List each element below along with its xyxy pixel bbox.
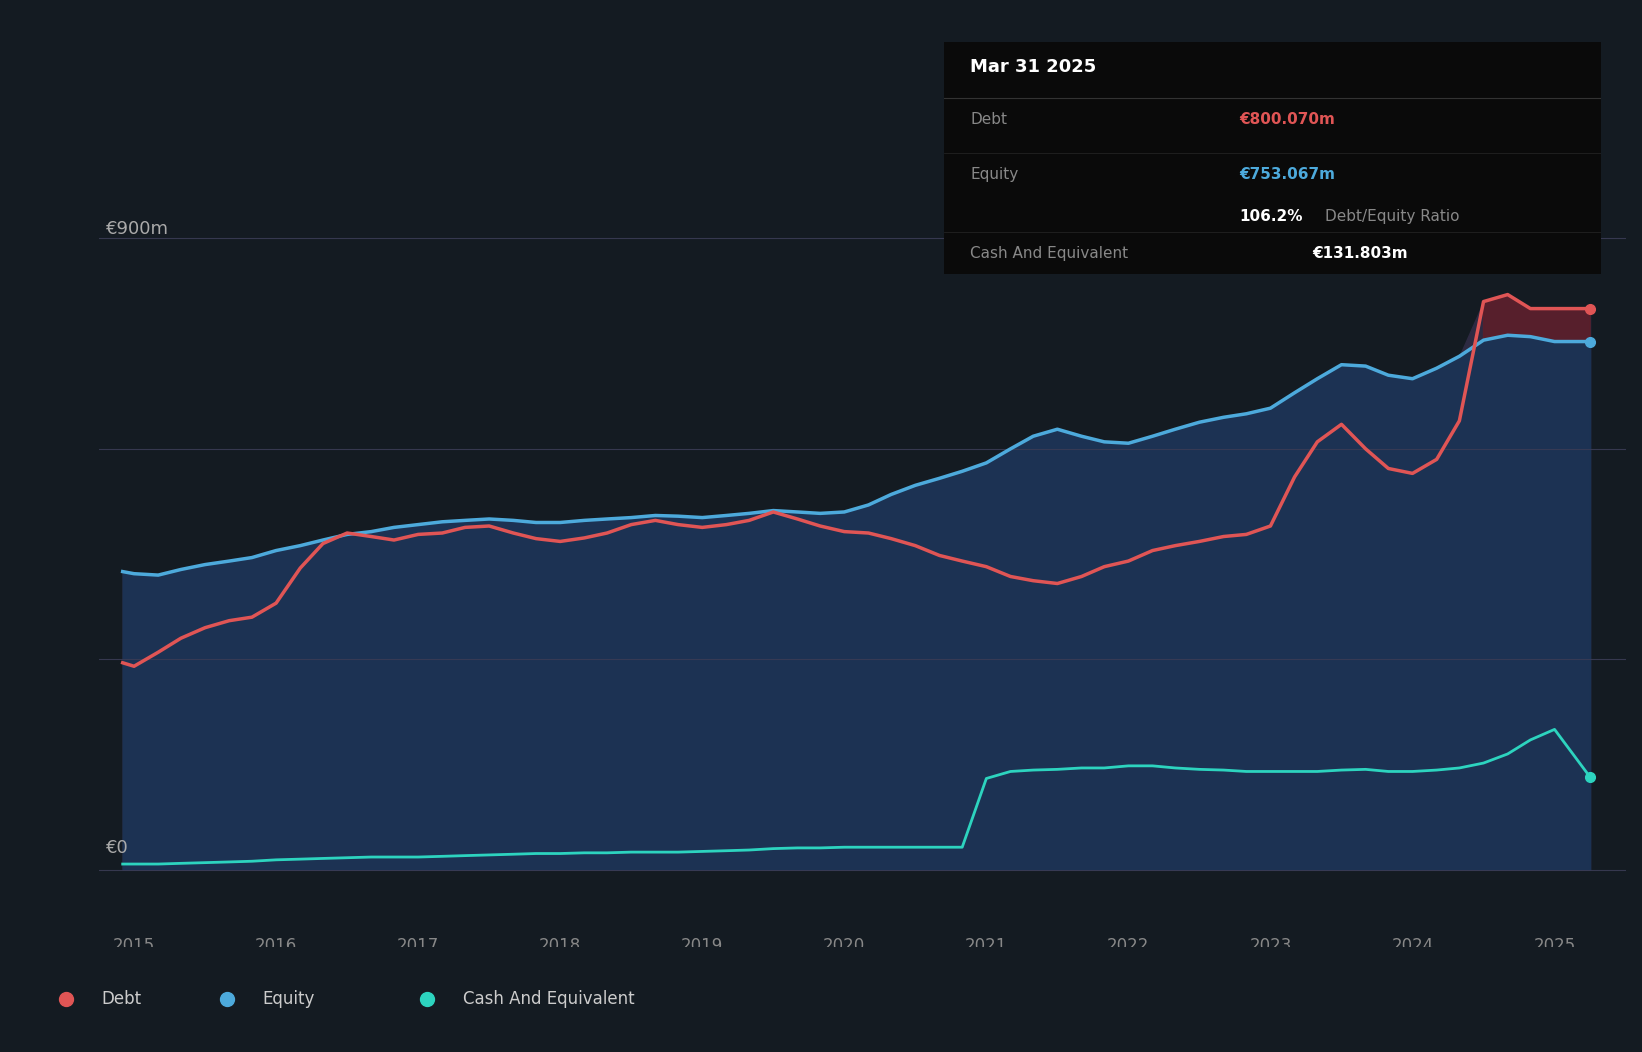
Text: 106.2%: 106.2%: [1240, 208, 1304, 224]
Text: Cash And Equivalent: Cash And Equivalent: [463, 990, 635, 1009]
Text: Equity: Equity: [263, 990, 315, 1009]
Text: Cash And Equivalent: Cash And Equivalent: [970, 246, 1128, 261]
Text: Debt: Debt: [970, 112, 1008, 126]
Text: €900m: €900m: [105, 221, 169, 239]
Text: Equity: Equity: [970, 167, 1018, 182]
Text: €131.803m: €131.803m: [1312, 246, 1407, 261]
Text: Debt: Debt: [102, 990, 141, 1009]
Text: €800.070m: €800.070m: [1240, 112, 1335, 126]
Text: Debt/Equity Ratio: Debt/Equity Ratio: [1325, 208, 1460, 224]
Text: €753.067m: €753.067m: [1240, 167, 1335, 182]
Text: Mar 31 2025: Mar 31 2025: [970, 58, 1097, 77]
Text: €0: €0: [105, 839, 128, 857]
